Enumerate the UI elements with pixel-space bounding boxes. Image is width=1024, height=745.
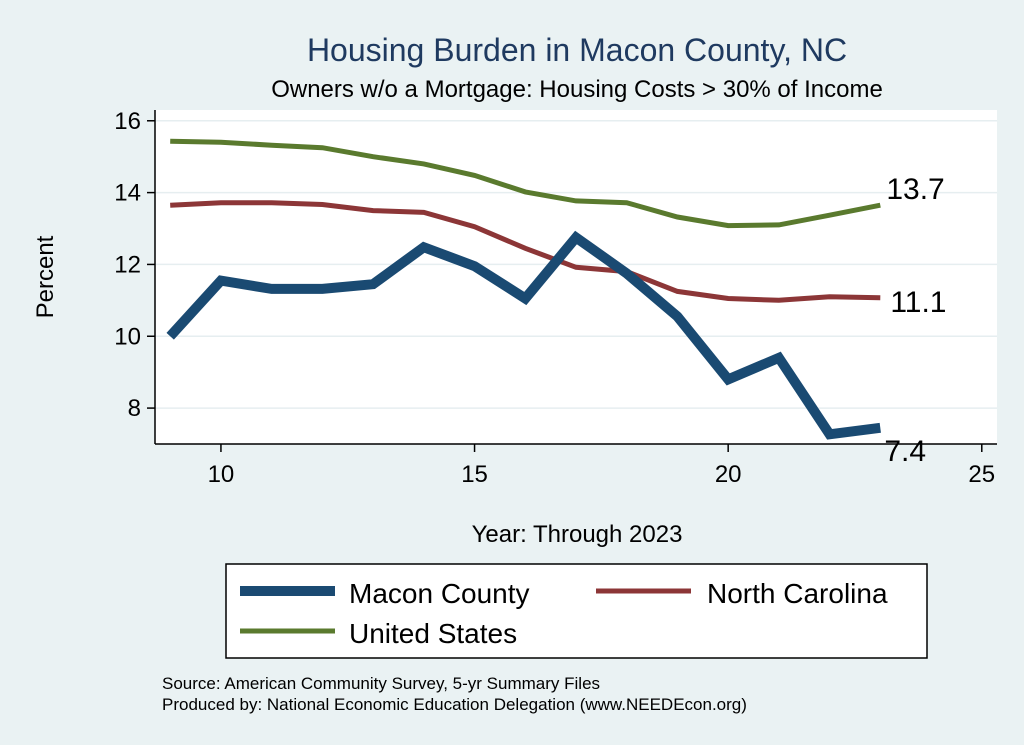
y-tick-label-14: 14 xyxy=(114,180,141,207)
end-label-north-carolina: 11.1 xyxy=(890,286,946,319)
y-tick-label-10: 10 xyxy=(114,323,141,350)
x-tick-label-15: 15 xyxy=(461,461,488,488)
series-group xyxy=(166,138,881,440)
end-label-macon-county: 7.4 xyxy=(884,435,926,468)
y-axis-label: Percent xyxy=(32,235,59,318)
x-ticks: 10 15 20 25 xyxy=(208,444,995,488)
y-tick-label-12: 12 xyxy=(114,251,141,278)
gridlines xyxy=(155,120,997,409)
produced-note: Produced by: National Economic Education… xyxy=(162,695,747,714)
chart-subtitle: Owners w/o a Mortgage: Housing Costs > 3… xyxy=(271,76,883,103)
x-tick-label-10: 10 xyxy=(208,461,235,488)
x-tick-label-20: 20 xyxy=(715,461,742,488)
plot-area xyxy=(155,110,997,444)
legend-label-nc: North Carolina xyxy=(707,578,888,609)
x-tick-label-25: 25 xyxy=(968,461,995,488)
legend-label-macon: Macon County xyxy=(349,578,530,609)
y-tick-label-16: 16 xyxy=(114,108,141,135)
legend: Macon County North Carolina United State… xyxy=(225,563,928,659)
legend-box xyxy=(225,563,928,659)
x-axis-label: Year: Through 2023 xyxy=(472,521,683,548)
source-note: Source: American Community Survey, 5-yr … xyxy=(162,674,600,693)
end-label-united-states: 13.7 xyxy=(886,173,944,206)
y-tick-label-8: 8 xyxy=(128,395,141,422)
chart-title: Housing Burden in Macon County, NC xyxy=(307,32,847,68)
end-labels: 7.4 11.1 13.7 xyxy=(884,173,946,468)
axes xyxy=(154,110,997,445)
legend-label-us: United States xyxy=(349,618,517,649)
y-ticks: 8 10 12 14 16 xyxy=(114,108,155,422)
